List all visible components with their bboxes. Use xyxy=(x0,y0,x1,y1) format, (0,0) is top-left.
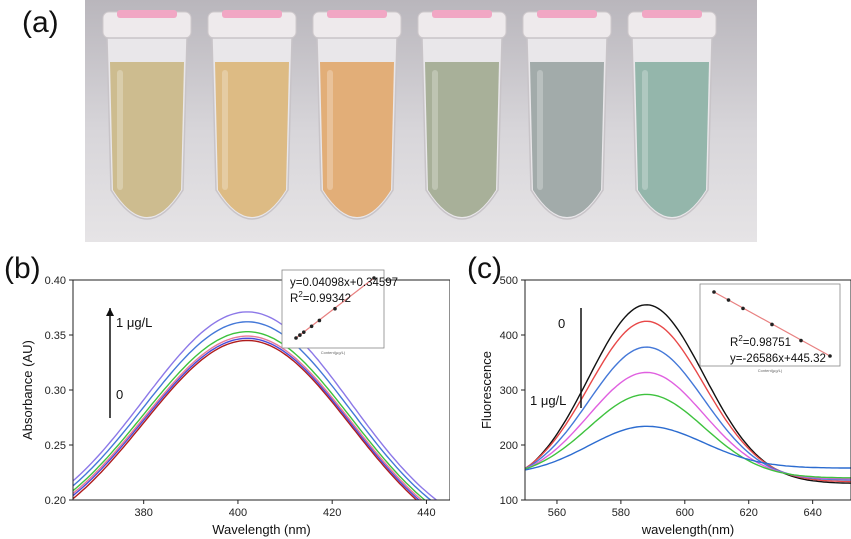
fit-equation: y=-26586x+445.32 xyxy=(730,353,826,365)
x-tick-label: 380 xyxy=(135,507,153,519)
inset-point xyxy=(294,336,298,340)
series-line-3 xyxy=(73,335,423,500)
inset-x-label: Content(μg/L) xyxy=(758,368,783,373)
tube-liquid xyxy=(110,62,184,217)
tube-5 xyxy=(522,10,612,220)
inset-x-label: Content(μg/L) xyxy=(321,350,346,355)
arrow-bottom-label: 0 xyxy=(116,387,123,402)
series-group xyxy=(525,304,851,484)
tube-cap-pink xyxy=(642,10,702,18)
series-line-4 xyxy=(525,371,851,480)
x-axis-label: Wavelength (nm) xyxy=(212,522,311,537)
tube-liquid xyxy=(215,62,289,217)
x-tick-label: 620 xyxy=(740,507,758,519)
fit-r-squared: R2=0.98751 xyxy=(730,334,791,349)
arrow-bottom-label: 1 μg/L xyxy=(530,393,566,408)
absorbance-chart: 380 400 420 440 0.20 0.25 0.30 0.35 0.40 Waveleng… xyxy=(20,269,450,537)
tube-highlight xyxy=(432,70,438,190)
tube-2 xyxy=(207,10,297,220)
x-tick-label: 600 xyxy=(676,507,694,519)
series-line-5 xyxy=(73,321,432,500)
tube-liquid xyxy=(425,62,499,217)
panel-label-c: (c) xyxy=(467,252,502,285)
sample-tubes-photo xyxy=(85,0,757,242)
tube-4 xyxy=(417,10,507,220)
inset-point xyxy=(317,318,322,323)
inset-point xyxy=(828,354,832,358)
x-tick-label: 560 xyxy=(548,507,566,519)
y-axis-label: Fluorescence xyxy=(479,351,494,429)
inset-point xyxy=(799,338,803,343)
r-squared-superscript: 2 xyxy=(298,290,303,299)
r-squared-superscript: 2 xyxy=(738,334,743,343)
inset-point xyxy=(298,333,302,337)
tube-highlight xyxy=(117,70,123,190)
arrow-top-label: 0 xyxy=(558,316,565,331)
y-tick-label: 400 xyxy=(500,330,518,342)
series-group xyxy=(73,311,438,500)
y-tick-label: 200 xyxy=(500,440,518,452)
tube-cap-pink xyxy=(537,10,597,18)
x-tick-label: 420 xyxy=(323,507,341,519)
inset-point xyxy=(302,330,306,334)
inset-point xyxy=(770,322,774,327)
inset-calibration-plot: Content(μg/L) xyxy=(699,283,841,373)
y-tick-label: 0.40 xyxy=(45,275,66,287)
y-tick-label: 0.25 xyxy=(45,440,66,452)
x-tick-label: 640 xyxy=(803,507,821,519)
plot-frame xyxy=(72,279,450,501)
inset-point xyxy=(333,306,337,311)
x-tick-label: 400 xyxy=(229,507,247,519)
inset-point xyxy=(726,298,731,302)
y-tick-label: 500 xyxy=(500,275,518,287)
r-squared-value: =0.98751 xyxy=(743,337,791,349)
y-tick-label: 300 xyxy=(500,385,518,397)
x-tick-label: 440 xyxy=(417,507,435,519)
inset-point xyxy=(712,290,716,294)
series-line-4 xyxy=(73,331,426,500)
tube-cap-pink xyxy=(117,10,177,18)
y-tick-label: 0.20 xyxy=(45,495,66,507)
y-tick-label: 0.30 xyxy=(45,385,66,397)
y-tick-label: 0.35 xyxy=(45,330,66,342)
y-tick-label: 100 xyxy=(500,495,518,507)
tube-1 xyxy=(102,10,192,220)
inset-calibration-plot: Content(μg/L) xyxy=(281,269,385,355)
panel-label-b: (b) xyxy=(4,252,41,285)
series-line-5 xyxy=(525,393,851,479)
r-squared-value: =0.99342 xyxy=(303,293,351,305)
x-axis-label: wavelength(nm) xyxy=(641,522,735,537)
r-squared-letter: R xyxy=(730,337,738,349)
tube-liquid xyxy=(635,62,709,217)
trend-arrow-head xyxy=(106,308,114,316)
tube-highlight xyxy=(537,70,543,190)
series-line-6 xyxy=(73,311,438,500)
tube-highlight xyxy=(222,70,228,190)
tube-highlight xyxy=(642,70,648,190)
panel-label-a: (a) xyxy=(22,6,59,39)
fit-r-squared: R2=0.99342 xyxy=(290,290,351,305)
r-squared-letter: R xyxy=(290,293,298,305)
fit-equation: y=0.04098x+0.34597 xyxy=(290,277,398,289)
tube-highlight xyxy=(327,70,333,190)
y-axis-label: Absorbance (AU) xyxy=(20,340,35,440)
inset-point xyxy=(372,276,376,280)
series-line-6 xyxy=(525,425,851,471)
inset-point xyxy=(309,324,314,329)
series-line-2 xyxy=(73,337,421,500)
x-tick-label: 580 xyxy=(612,507,630,519)
inset-point xyxy=(741,306,745,311)
tube-3 xyxy=(312,10,402,220)
tube-liquid xyxy=(530,62,604,217)
fluorescence-chart: 560 580 600 620 640 100 200 300 400 500 wavelength… xyxy=(479,275,851,537)
tube-cap-pink xyxy=(327,10,387,18)
tube-6 xyxy=(627,10,717,220)
tube-cap-pink xyxy=(222,10,282,18)
series-line-1 xyxy=(73,339,418,500)
arrow-top-label: 1 μg/L xyxy=(116,315,152,330)
tube-cap-pink xyxy=(432,10,492,18)
series-line-1 xyxy=(525,304,851,484)
tube-liquid xyxy=(320,62,394,217)
